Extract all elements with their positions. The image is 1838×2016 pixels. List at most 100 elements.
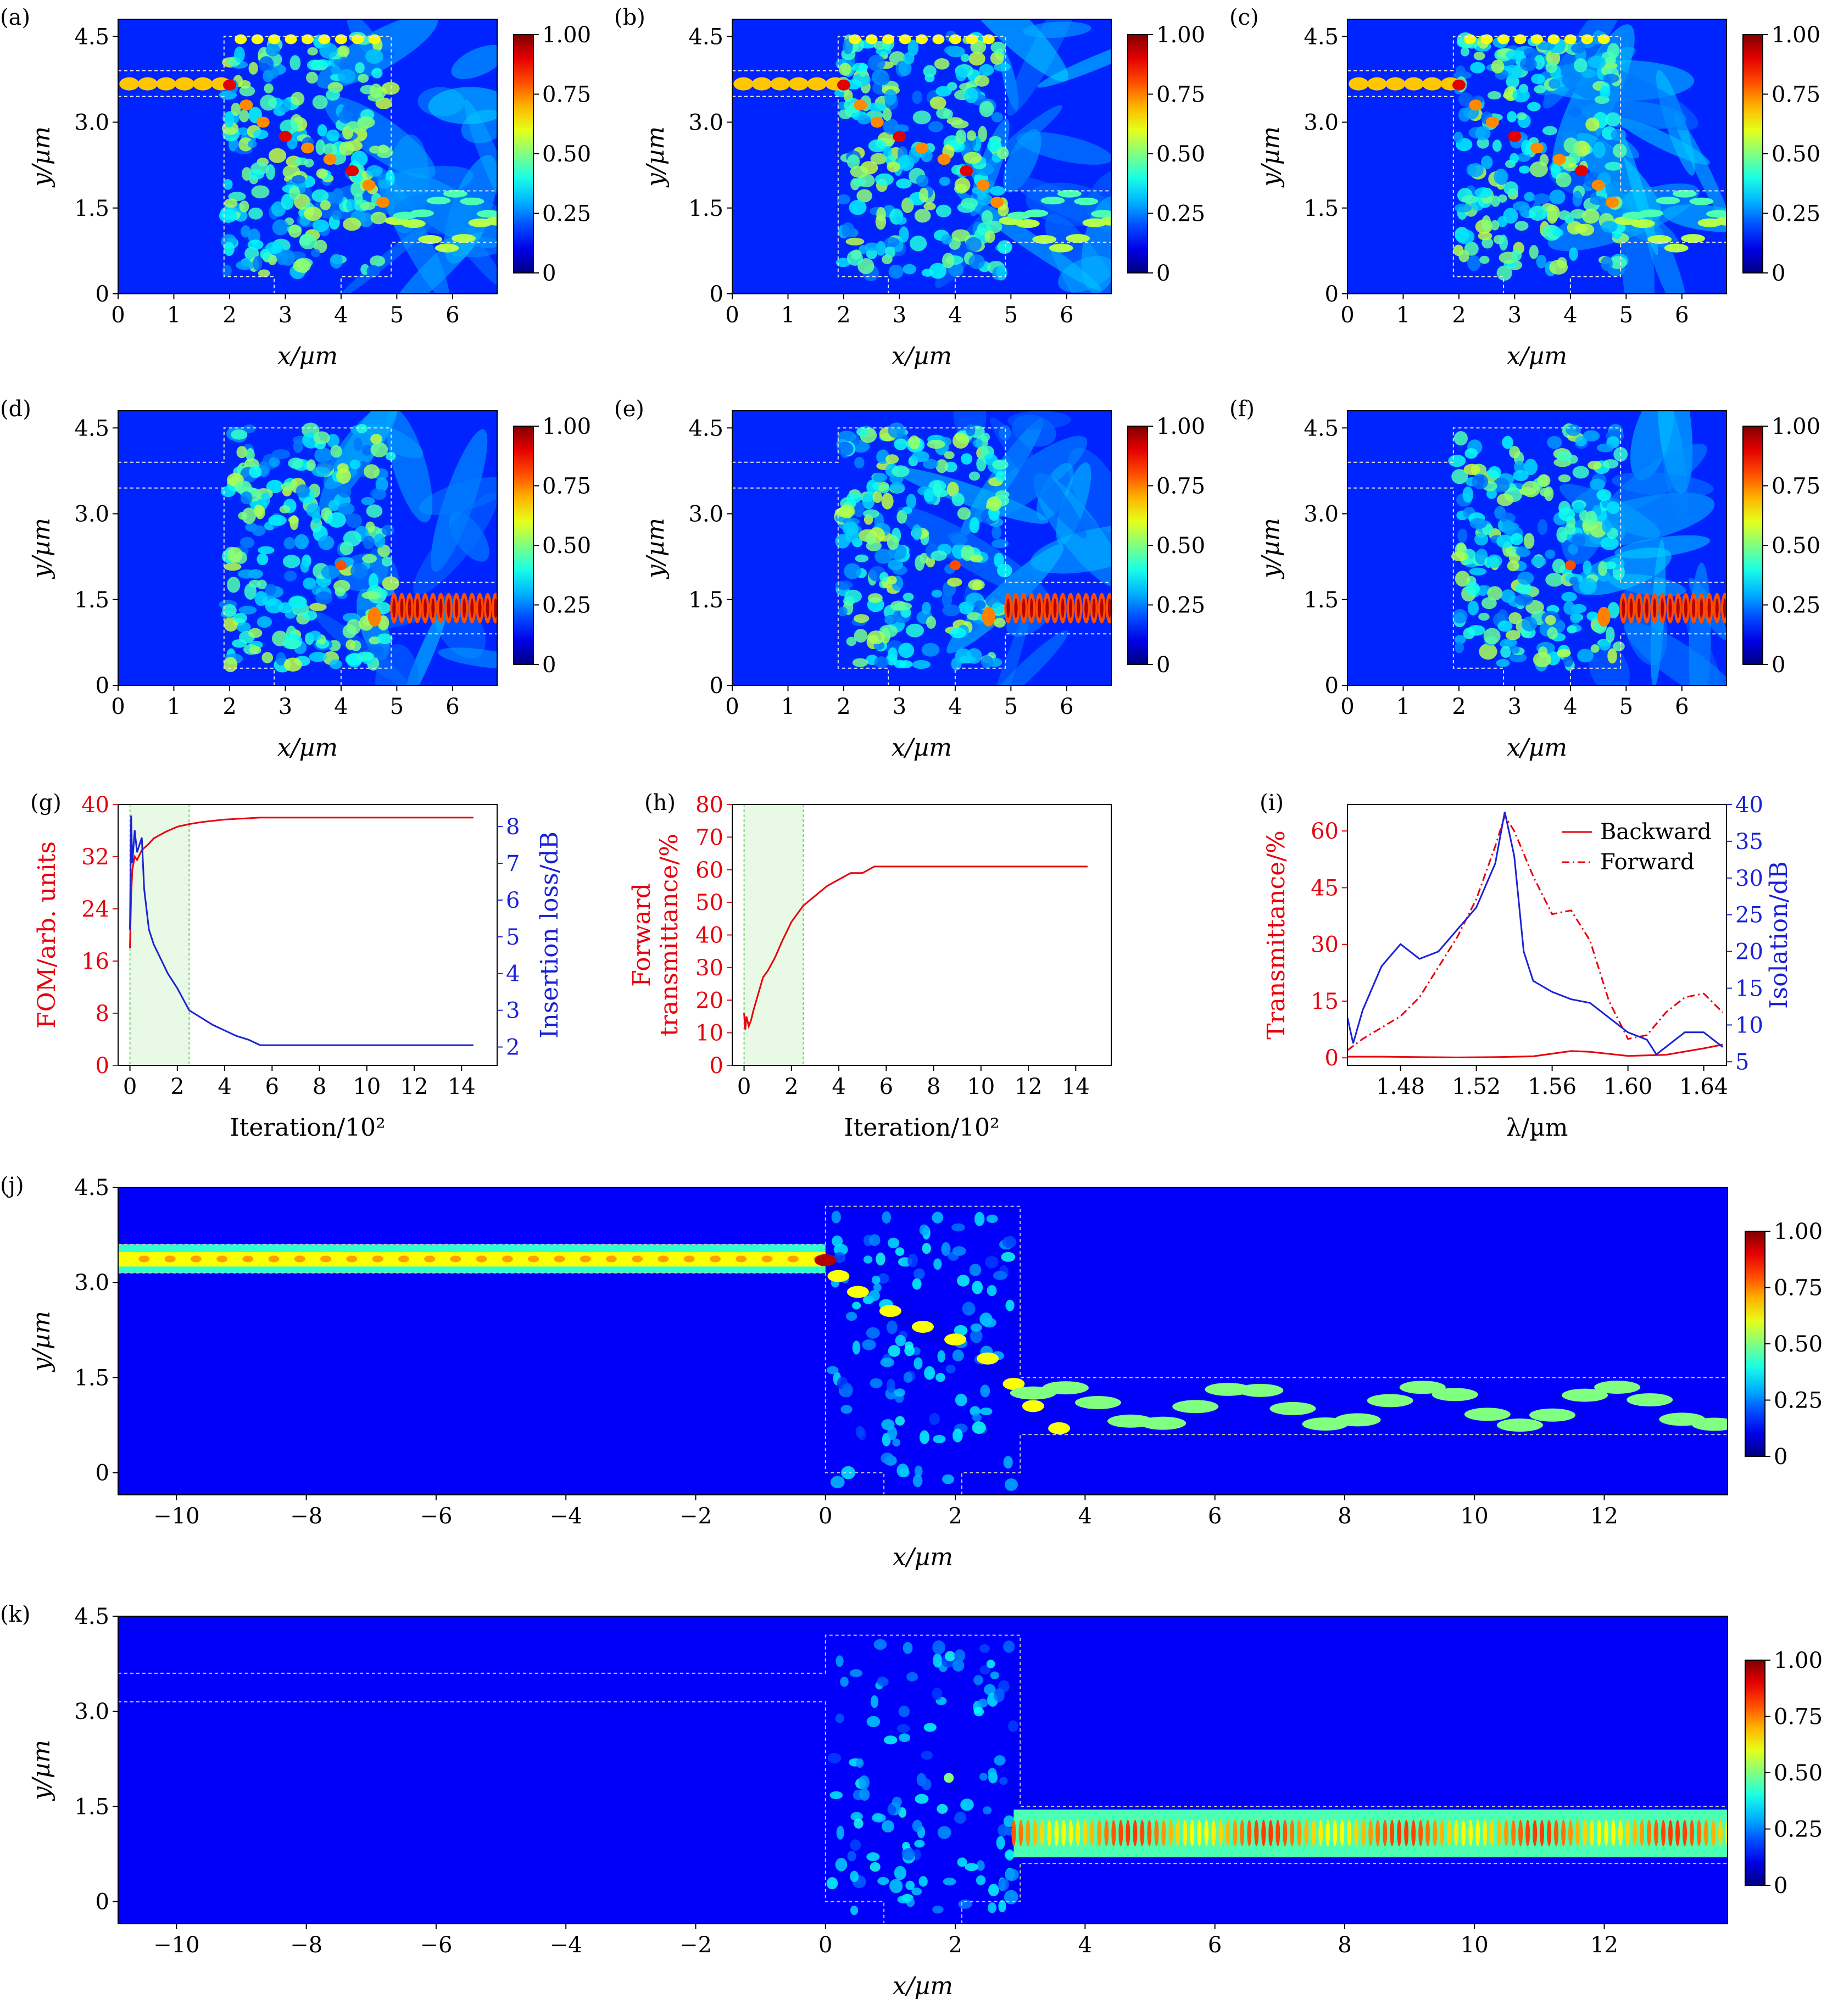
y-tick-label: 80 (695, 792, 723, 818)
field-spot (854, 1818, 864, 1829)
field-spot (972, 1281, 983, 1294)
field-spot (851, 63, 868, 71)
field-band (413, 493, 497, 595)
field-spot (1607, 501, 1620, 515)
output-fringe (1074, 1395, 1121, 1409)
output-fringe (1334, 1413, 1381, 1427)
output-fringe (1656, 197, 1680, 205)
field-spot (912, 1474, 923, 1488)
beam-spot (580, 1255, 591, 1263)
y2-tick-label: 8 (506, 814, 520, 840)
structure-outline (340, 242, 497, 294)
hot-spot (870, 116, 884, 128)
field-spot (249, 465, 262, 478)
field-spot (904, 1345, 915, 1356)
field-spot (1545, 62, 1557, 73)
field-spot (863, 509, 879, 518)
field-spot (895, 1247, 905, 1256)
field-spot (921, 602, 931, 615)
field-spot (958, 1899, 972, 1909)
field-spot (989, 186, 1005, 196)
structure-outline (1347, 487, 1505, 685)
field-spot (906, 1672, 918, 1682)
field-spot (368, 573, 378, 590)
field-spot (931, 550, 947, 561)
y2-tick-label: 30 (1735, 866, 1763, 891)
field-spot (952, 1659, 965, 1672)
field-spot (1467, 625, 1485, 636)
top-spot (932, 34, 945, 44)
output-fringe (1404, 1819, 1409, 1846)
output-fringe (1511, 1819, 1516, 1846)
field-spot (852, 1302, 861, 1310)
field-spot (1611, 129, 1627, 142)
field-spot (978, 1698, 988, 1708)
field-spot (338, 58, 353, 71)
field-spot (847, 1851, 856, 1862)
series-group (743, 865, 1088, 1030)
field-spot (895, 1334, 906, 1347)
field-spot (837, 194, 850, 205)
field-spot (258, 269, 270, 277)
field-spot (951, 165, 963, 175)
beam-spot (683, 1255, 695, 1263)
beam-spot (268, 1255, 280, 1263)
field-spot (960, 453, 973, 465)
hot-spot (222, 79, 236, 91)
waveguide-spot (174, 77, 194, 91)
field-spot (846, 250, 863, 266)
field-spot (914, 1465, 923, 1477)
field-spot (236, 622, 251, 633)
series-line-insertion-loss (129, 816, 474, 1046)
x-tick-label: 4 (1563, 303, 1577, 328)
panel-c-colorbar-tick: 0.75 (1772, 82, 1820, 108)
field-band (1007, 411, 1071, 430)
field-spot (942, 591, 953, 608)
field-spot (1005, 1299, 1015, 1311)
field-spot (300, 560, 310, 573)
field-spot (891, 465, 910, 477)
field-spot (1460, 47, 1470, 57)
field-spot (1530, 74, 1545, 85)
field-spot (838, 63, 852, 76)
structure-outline (340, 633, 497, 685)
field-spot (263, 70, 274, 82)
x-tick-label: −8 (290, 1504, 322, 1529)
field-spot (922, 459, 939, 470)
field-spot (840, 1405, 853, 1414)
field-spot (897, 1895, 911, 1904)
field-spot (306, 503, 320, 517)
field-spot (1500, 639, 1513, 649)
y-tick-label: 1.5 (74, 196, 109, 221)
field-spot (987, 1285, 997, 1297)
field-spot (914, 209, 931, 223)
field-spot (933, 1434, 946, 1444)
output-fringe-core (1053, 598, 1057, 618)
panel-c-colorbar-tick: 0.50 (1772, 142, 1820, 167)
field-spot (877, 1677, 889, 1686)
y-tick-label: 32 (81, 845, 109, 870)
field-spot (916, 175, 929, 187)
y-tick-label: 0 (96, 673, 109, 699)
y-tick-label: 1.5 (688, 588, 723, 613)
field-spot (833, 1252, 846, 1263)
field-spot (831, 1210, 841, 1224)
field-spot (880, 1358, 895, 1367)
hot-spot (937, 154, 951, 165)
field-spot (870, 1862, 881, 1872)
field-spot (979, 1408, 993, 1416)
x-tick-label: 6 (1675, 694, 1689, 719)
field-spot (280, 119, 298, 135)
plot-frame (118, 1616, 1728, 1924)
field-band (428, 87, 497, 125)
panel-f-colorbar-tick: 0 (1772, 652, 1785, 678)
y2-tick-label: 35 (1735, 829, 1763, 855)
field-spot (969, 1264, 982, 1276)
field-spot (381, 82, 400, 95)
panel-j-colorbar-tick: 0.25 (1774, 1388, 1823, 1414)
field-spot (945, 1364, 956, 1373)
field-spot (224, 562, 242, 571)
field-spot (1572, 191, 1583, 207)
beam-spot (632, 1255, 643, 1263)
x-tick-label: 6 (1208, 1933, 1222, 1958)
